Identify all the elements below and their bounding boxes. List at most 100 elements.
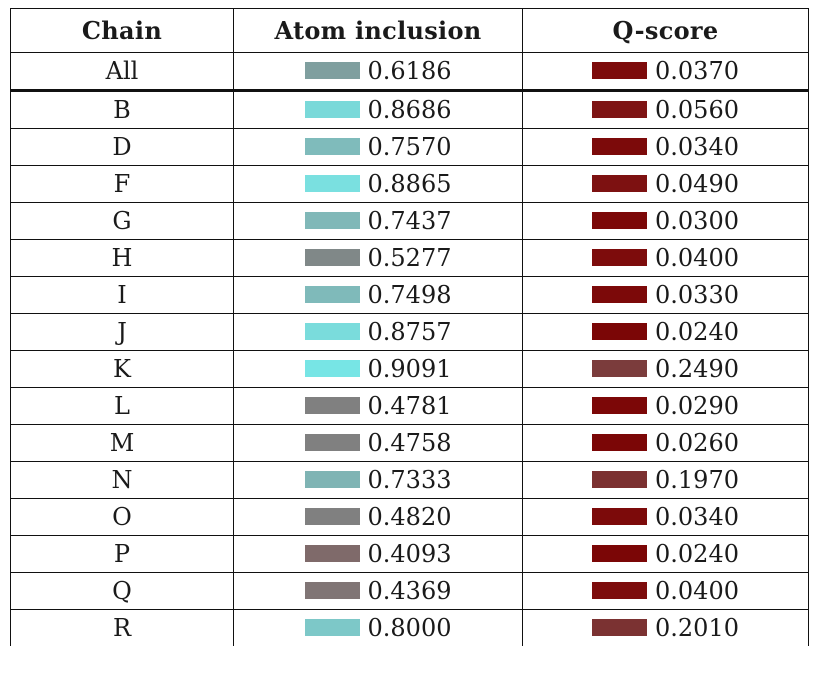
table-row: M 0.4758 0.0260	[10, 424, 809, 462]
atom-inclusion-color-swatch	[304, 249, 360, 267]
chain-cell: J	[10, 313, 234, 351]
atom-inclusion-value: 0.7570	[367, 132, 452, 161]
q-score-color-swatch	[592, 360, 647, 378]
atom-inclusion-cell: 0.8686	[233, 90, 523, 129]
q-score-value: 0.1970	[655, 465, 739, 494]
chain-cell: L	[10, 387, 234, 425]
q-score-cell: 0.1970	[522, 461, 809, 499]
atom-inclusion-value: 0.7437	[367, 206, 452, 235]
q-score-value: 0.0560	[655, 95, 739, 124]
chain-cell: I	[10, 276, 234, 314]
q-score-value: 0.2490	[655, 354, 739, 383]
atom-inclusion-cell: 0.8757	[233, 313, 523, 351]
atom-inclusion-value: 0.4093	[367, 539, 452, 568]
q-score-content: 0.0400	[592, 577, 739, 605]
table-row: B 0.8686 0.0560	[10, 90, 809, 129]
atom-inclusion-cell: 0.4820	[233, 498, 523, 536]
atom-inclusion-content: 0.7333	[304, 465, 452, 494]
atom-inclusion-value: 0.6186	[367, 56, 452, 85]
q-score-color-swatch	[592, 286, 647, 304]
q-score-cell: 0.0490	[522, 165, 809, 203]
q-score-color-swatch	[592, 434, 647, 452]
q-score-color-swatch	[592, 62, 647, 80]
q-score-content: 0.0240	[592, 318, 739, 346]
atom-inclusion-content: 0.8000	[304, 613, 452, 642]
q-score-value: 0.2010	[655, 613, 739, 642]
table-header: Chain Atom inclusion Q-score	[10, 8, 809, 53]
atom-inclusion-value: 0.4820	[367, 502, 452, 531]
q-score-content: 0.0300	[592, 207, 739, 235]
atom-inclusion-cell: 0.8000	[233, 609, 523, 646]
atom-inclusion-content: 0.4781	[304, 392, 451, 420]
q-score-cell: 0.0240	[522, 535, 809, 573]
atom-inclusion-color-swatch	[304, 323, 360, 341]
table-row: N 0.7333 0.1970	[10, 461, 809, 499]
table-row: J 0.8757 0.0240	[10, 313, 809, 351]
header-row: Chain Atom inclusion Q-score	[10, 8, 809, 53]
table-row: L 0.4781 0.0290	[10, 387, 809, 425]
atom-inclusion-cell: 0.9091	[233, 350, 523, 388]
q-score-cell: 0.0290	[522, 387, 809, 425]
atom-inclusion-color-swatch	[304, 138, 360, 156]
q-score-cell: 0.0370	[522, 52, 809, 92]
q-score-cell: 0.0340	[522, 128, 809, 166]
q-score-cell: 0.0260	[522, 424, 809, 462]
q-score-cell: 0.0400	[522, 572, 809, 610]
q-score-content: 0.0340	[592, 503, 739, 531]
q-score-cell: 0.0340	[522, 498, 809, 536]
q-score-content: 0.0370	[592, 57, 739, 85]
atom-inclusion-color-swatch	[304, 619, 360, 637]
q-score-color-swatch	[592, 545, 647, 563]
q-score-color-swatch	[592, 175, 647, 193]
chain-cell: P	[10, 535, 234, 573]
atom-inclusion-color-swatch	[304, 545, 360, 563]
atom-inclusion-cell: 0.8865	[233, 165, 523, 203]
atom-inclusion-color-swatch	[304, 508, 360, 526]
table-body: All 0.6186 0.0370 B 0.8686 0.0560 D 0.7570 0.034…	[10, 52, 809, 646]
q-score-value: 0.0370	[655, 56, 739, 85]
q-score-color-swatch	[592, 471, 647, 489]
q-score-content: 0.0290	[592, 392, 739, 420]
atom-inclusion-color-swatch	[304, 471, 360, 489]
q-score-content: 0.0560	[592, 96, 739, 124]
q-score-cell: 0.2010	[522, 609, 809, 646]
table-row: P 0.4093 0.0240	[10, 535, 809, 573]
q-score-content: 0.0240	[592, 540, 739, 568]
q-score-value: 0.0260	[655, 428, 739, 457]
q-score-value: 0.0490	[655, 169, 739, 198]
chain-cell: All	[10, 52, 234, 92]
atom-inclusion-color-swatch	[304, 434, 360, 452]
chain-cell: R	[10, 609, 234, 646]
atom-inclusion-cell: 0.7498	[233, 276, 523, 314]
chain-cell: H	[10, 239, 234, 277]
q-score-color-swatch	[592, 582, 647, 600]
q-score-value: 0.0240	[655, 317, 739, 346]
atom-inclusion-content: 0.4758	[304, 428, 452, 457]
atom-inclusion-color-swatch	[304, 582, 360, 600]
chain-cell: G	[10, 202, 234, 240]
q-score-cell: 0.0400	[522, 239, 809, 277]
atom-inclusion-value: 0.7498	[367, 280, 452, 309]
q-score-color-swatch	[592, 138, 647, 156]
table-row: G 0.7437 0.0300	[10, 202, 809, 240]
atom-inclusion-content: 0.7570	[304, 132, 452, 161]
column-header-q-score: Q-score	[522, 8, 809, 53]
q-score-color-swatch	[592, 212, 647, 230]
atom-inclusion-cell: 0.7570	[233, 128, 523, 166]
atom-inclusion-cell: 0.4781	[233, 387, 523, 425]
atom-inclusion-value: 0.8865	[367, 169, 452, 198]
atom-inclusion-value: 0.7333	[367, 465, 452, 494]
table-row: I 0.7498 0.0330	[10, 276, 809, 314]
atom-inclusion-color-swatch	[304, 101, 360, 119]
q-score-color-swatch	[592, 101, 647, 119]
q-score-value: 0.0290	[655, 391, 739, 420]
chain-cell: M	[10, 424, 234, 462]
q-score-value: 0.0300	[655, 206, 739, 235]
q-score-value: 0.0400	[655, 243, 739, 272]
atom-inclusion-value: 0.4758	[367, 428, 452, 457]
q-score-value: 0.0340	[655, 502, 739, 531]
atom-inclusion-color-swatch	[304, 286, 360, 304]
atom-inclusion-content: 0.7437	[304, 206, 452, 235]
atom-inclusion-value: 0.8000	[367, 613, 452, 642]
atom-inclusion-content: 0.8865	[304, 169, 452, 198]
